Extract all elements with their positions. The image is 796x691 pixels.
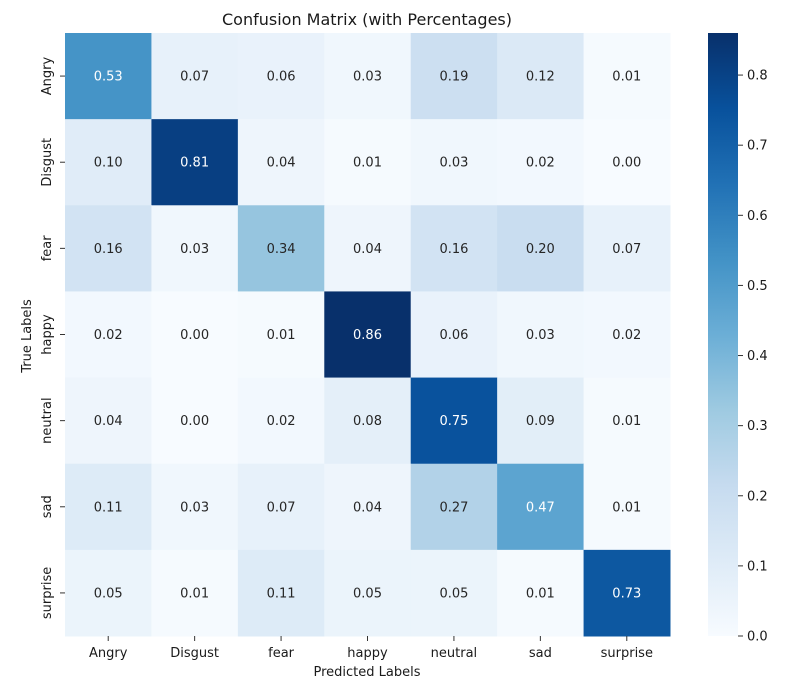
x-tick-label: fear <box>268 646 295 661</box>
cell-value-label: 0.11 <box>267 586 296 601</box>
y-tick-label: Angry <box>40 57 55 96</box>
cell-value-label: 0.04 <box>353 242 382 257</box>
x-axis-label: Predicted Labels <box>313 665 420 680</box>
cell-value-label: 0.16 <box>439 242 468 257</box>
x-tick-label: Angry <box>89 646 128 661</box>
cell-value-label: 0.03 <box>180 242 209 257</box>
cell-value-label: 0.03 <box>353 70 382 85</box>
cell-value-label: 0.16 <box>94 242 123 257</box>
x-tick-label: neutral <box>431 646 478 661</box>
cell-value-label: 0.47 <box>526 500 555 515</box>
cell-value-label: 0.03 <box>526 328 555 343</box>
cell-value-label: 0.19 <box>439 70 468 85</box>
colorbar-tick-label: 0.8 <box>747 69 768 84</box>
cell-value-label: 0.00 <box>180 328 209 343</box>
cell-value-label: 0.00 <box>180 414 209 429</box>
cell-value-label: 0.02 <box>94 328 123 343</box>
cell-value-label: 0.01 <box>612 70 641 85</box>
cell-value-label: 0.09 <box>526 414 555 429</box>
cell-value-label: 0.03 <box>439 156 468 171</box>
colorbar <box>708 33 738 636</box>
x-tick-label: sad <box>529 646 552 661</box>
cell-value-label: 0.01 <box>267 328 296 343</box>
cell-value-label: 0.75 <box>439 414 468 429</box>
cell-value-label: 0.10 <box>94 156 123 171</box>
y-tick-label: fear <box>40 235 55 262</box>
cell-value-label: 0.02 <box>526 156 555 171</box>
cell-value-label: 0.06 <box>439 328 468 343</box>
cell-value-label: 0.07 <box>612 242 641 257</box>
y-axis-label: True Labels <box>20 299 35 374</box>
chart-title: Confusion Matrix (with Percentages) <box>222 10 512 29</box>
colorbar-tick-label: 0.2 <box>747 489 768 504</box>
cell-value-label: 0.11 <box>94 500 123 515</box>
colorbar-tick-label: 0.5 <box>747 279 768 294</box>
cell-value-label: 0.04 <box>353 500 382 515</box>
cell-value-label: 0.04 <box>94 414 123 429</box>
x-tick-label: happy <box>347 646 388 661</box>
cell-value-label: 0.01 <box>612 414 641 429</box>
x-axis-ticks: Angry Disgust fear happy neutral sad surprise <box>89 636 653 661</box>
cell-value-label: 0.04 <box>267 156 296 171</box>
cell-value-label: 0.12 <box>526 70 555 85</box>
x-tick-label: surprise <box>601 646 653 661</box>
colorbar-tick-label: 0.1 <box>747 559 768 574</box>
cell-value-label: 0.08 <box>353 414 382 429</box>
colorbar-tick-label: 0.3 <box>747 419 768 434</box>
cell-value-label: 0.53 <box>94 70 123 85</box>
cell-value-label: 0.02 <box>267 414 296 429</box>
colorbar-tick-label: 0.4 <box>747 349 768 364</box>
colorbar-tick-label: 0.0 <box>747 630 768 645</box>
cell-value-label: 0.01 <box>180 586 209 601</box>
cell-value-label: 0.86 <box>353 328 382 343</box>
cell-value-label: 0.01 <box>526 586 555 601</box>
cell-value-label: 0.05 <box>353 586 382 601</box>
cell-value-label: 0.01 <box>612 500 641 515</box>
colorbar-tick-label: 0.6 <box>747 209 768 224</box>
cell-value-label: 0.06 <box>267 70 296 85</box>
cell-value-label: 0.02 <box>612 328 641 343</box>
y-tick-label: happy <box>40 314 55 355</box>
cell-value-label: 0.73 <box>612 586 641 601</box>
cell-value-label: 0.81 <box>180 156 209 171</box>
cell-value-label: 0.27 <box>439 500 468 515</box>
y-tick-label: neutral <box>40 397 55 444</box>
cell-value-label: 0.07 <box>267 500 296 515</box>
cell-value-label: 0.05 <box>439 586 468 601</box>
cell-value-label: 0.34 <box>267 242 296 257</box>
y-tick-label: sad <box>40 495 55 518</box>
y-tick-label: surprise <box>40 567 55 619</box>
colorbar-tick-label: 0.7 <box>747 139 768 154</box>
x-tick-label: Disgust <box>170 646 219 661</box>
cell-value-label: 0.00 <box>612 156 641 171</box>
cell-value-label: 0.20 <box>526 242 555 257</box>
cell-value-label: 0.03 <box>180 500 209 515</box>
cell-value-label: 0.01 <box>353 156 382 171</box>
colorbar-ticks: 0.0 0.1 0.2 0.3 0.4 0.5 0.6 0.7 0.8 <box>738 69 768 645</box>
cell-value-label: 0.07 <box>180 70 209 85</box>
cell-value-label: 0.05 <box>94 586 123 601</box>
y-tick-label: Disgust <box>40 138 55 187</box>
y-axis-ticks: Angry Disgust fear happy neutral sad surprise <box>40 57 65 620</box>
